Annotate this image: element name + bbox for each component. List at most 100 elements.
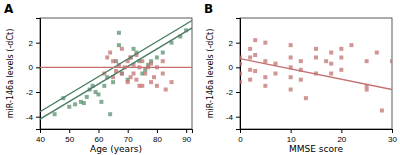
x-tick-label: 40 xyxy=(36,135,45,144)
y-tick: 2 xyxy=(29,39,40,48)
x-tick: 50 xyxy=(65,129,74,144)
point xyxy=(299,78,303,82)
point xyxy=(161,51,165,55)
trend-line xyxy=(240,59,392,90)
y-tick-mark xyxy=(236,43,240,44)
point xyxy=(111,80,115,84)
point xyxy=(149,62,153,66)
point xyxy=(253,69,257,73)
point xyxy=(289,75,293,79)
x-tick: 60 xyxy=(95,129,104,144)
marks xyxy=(40,20,192,119)
panel-label: B xyxy=(204,2,213,16)
x-tick-label: 0 xyxy=(238,135,243,144)
x-tick: 90 xyxy=(182,129,191,144)
y-tick-label: -2 xyxy=(226,88,234,97)
point xyxy=(102,84,106,88)
x-tick: 0 xyxy=(238,129,243,144)
point xyxy=(289,88,293,92)
point xyxy=(349,43,353,47)
point xyxy=(164,88,168,92)
y-tick-mark xyxy=(36,43,40,44)
x-tick: 30 xyxy=(388,129,397,144)
y-axis-line xyxy=(236,19,241,130)
point xyxy=(120,72,124,76)
point xyxy=(53,112,57,116)
y-tick-label: -2 xyxy=(26,88,34,97)
trend-line xyxy=(40,20,192,111)
point xyxy=(108,112,112,116)
point xyxy=(117,31,121,35)
point xyxy=(339,55,343,59)
point xyxy=(143,72,147,76)
point xyxy=(240,62,242,66)
point xyxy=(108,51,112,55)
point xyxy=(120,47,124,51)
point xyxy=(152,75,156,79)
point xyxy=(339,47,343,51)
plot-frame xyxy=(40,18,192,129)
point xyxy=(170,80,174,84)
x-tick: 70 xyxy=(124,129,133,144)
y-tick: -2 xyxy=(26,88,40,97)
point xyxy=(263,75,267,79)
point xyxy=(132,72,136,76)
point xyxy=(375,51,379,55)
x-tick-label: 60 xyxy=(95,135,104,144)
point xyxy=(140,84,144,88)
point xyxy=(289,43,293,47)
y-tick-mark xyxy=(36,117,40,118)
x-tick-mark xyxy=(128,129,129,133)
x-tick: 20 xyxy=(337,129,346,144)
point xyxy=(314,47,318,51)
y-axis-line xyxy=(36,19,41,130)
x-tick-mark xyxy=(186,129,187,133)
y-tick-label: 0 xyxy=(29,63,34,72)
point xyxy=(390,59,392,63)
point xyxy=(96,92,100,96)
panel-label: A xyxy=(4,2,14,16)
x-tick-mark xyxy=(98,129,99,133)
point xyxy=(134,78,138,82)
point xyxy=(155,84,159,88)
point xyxy=(248,78,252,82)
point xyxy=(253,53,257,57)
point xyxy=(67,105,71,109)
scatter-series xyxy=(53,28,189,116)
y-tick-label: -4 xyxy=(226,113,234,122)
reference-line xyxy=(40,67,192,68)
point xyxy=(85,95,89,99)
y-tick-mark xyxy=(236,67,240,68)
y-tick-mark xyxy=(236,92,240,93)
x-tick-mark xyxy=(157,129,158,133)
y-tick: -4 xyxy=(26,113,40,122)
point xyxy=(248,68,252,72)
point xyxy=(273,72,277,76)
point xyxy=(329,51,333,55)
point xyxy=(240,72,242,76)
point xyxy=(149,80,153,84)
x-axis-line xyxy=(41,130,193,134)
point xyxy=(253,38,257,42)
y-tick: -4 xyxy=(226,113,240,122)
point xyxy=(299,59,303,63)
y-axis: -4-202 xyxy=(226,19,241,130)
y-axis-title: miR-146a levels (-dCt) xyxy=(6,29,15,119)
x-axis-line xyxy=(241,130,393,134)
point xyxy=(117,43,121,47)
marks xyxy=(240,38,392,112)
x-axis: 0 10 20 30 xyxy=(238,129,397,144)
point xyxy=(155,55,159,59)
point xyxy=(120,72,124,76)
x-tick-mark xyxy=(69,129,70,133)
panel: 0102030-4-202MMSE scoremiR-146a levels (… xyxy=(206,18,397,154)
point xyxy=(263,59,267,63)
x-tick: 10 xyxy=(287,129,296,144)
y-tick: 2 xyxy=(229,39,240,48)
y-tick-mark xyxy=(236,117,240,118)
x-tick-label: 20 xyxy=(337,135,346,144)
x-tick: 40 xyxy=(36,129,45,144)
x-tick-mark xyxy=(341,129,342,133)
point xyxy=(365,88,369,92)
y-tick-label: -4 xyxy=(26,113,34,122)
